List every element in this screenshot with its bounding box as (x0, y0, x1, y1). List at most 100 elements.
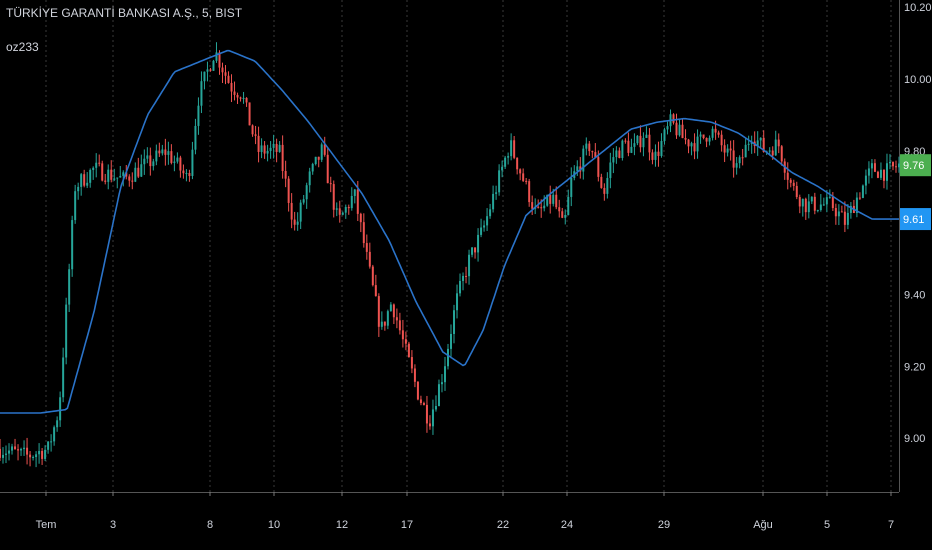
candle-body (221, 67, 224, 73)
candle-body (290, 202, 293, 220)
candle-body (131, 180, 134, 182)
candle-body (528, 181, 531, 203)
candle-body (594, 152, 597, 158)
candle-body (798, 197, 801, 207)
candle-body (53, 427, 56, 442)
candle-body (317, 156, 320, 160)
candle-body (368, 251, 371, 267)
candle-body (450, 333, 453, 349)
candle-body (191, 149, 194, 176)
candle-body (386, 311, 389, 326)
candle-body (453, 310, 456, 334)
candle-body (23, 447, 26, 450)
candle-body (380, 321, 383, 327)
candle-body (633, 143, 636, 147)
candle-body (443, 366, 446, 383)
candle-body (296, 221, 299, 225)
candle-body (401, 330, 404, 340)
candle-body (840, 211, 843, 213)
candle-body (795, 185, 798, 198)
candle-body (200, 81, 203, 106)
candle-body (741, 157, 744, 159)
candle-body (143, 158, 146, 165)
candle-body (302, 199, 305, 203)
candle-body (645, 134, 648, 138)
candle-body (687, 139, 690, 147)
candle-body (846, 212, 849, 225)
candle-body (627, 140, 630, 153)
candle-body (116, 177, 119, 179)
candle-body (416, 381, 419, 400)
candle-body (446, 348, 449, 367)
candle-body (531, 202, 534, 209)
candle-body (110, 169, 113, 180)
candle-body (801, 198, 804, 207)
candle-body (690, 143, 693, 147)
candle-body (128, 176, 131, 181)
candle-body (858, 197, 861, 199)
candle-body (603, 187, 606, 194)
candle-body (663, 129, 666, 141)
candle-body (122, 172, 125, 176)
candle-body (774, 139, 777, 156)
candle-body (873, 163, 876, 172)
candle-body (465, 275, 468, 277)
candle-body (338, 208, 341, 215)
candle-body (822, 204, 825, 206)
candle-body (284, 171, 287, 179)
candle-body (879, 169, 882, 178)
candle-body (780, 146, 783, 162)
x-tick-label: 29 (658, 519, 670, 531)
candle-body (185, 173, 188, 175)
candle-body (459, 280, 462, 294)
candle-body (807, 201, 810, 213)
candle-body (263, 145, 266, 154)
candle-body (720, 134, 723, 146)
candle-body (422, 403, 425, 405)
candle-body (828, 196, 831, 198)
candle-body (230, 82, 233, 92)
candle-body (65, 304, 68, 358)
candle-body (498, 170, 501, 193)
candle-body (71, 220, 74, 270)
candle-body (377, 296, 380, 327)
candle-body (516, 157, 519, 170)
candle-body (134, 167, 137, 182)
candle-body (519, 169, 522, 174)
candle-body (843, 211, 846, 225)
candle-body (0, 448, 1, 458)
candle-body (636, 135, 639, 144)
indicator-label[interactable]: oz233 (6, 40, 39, 54)
candle-body (705, 138, 708, 142)
candle-body (17, 449, 20, 451)
candle-body (747, 143, 750, 145)
candle-body (612, 157, 615, 163)
candle-body (708, 137, 711, 142)
candle-body (831, 196, 834, 209)
candle-body (374, 285, 377, 297)
candle-body (11, 446, 14, 451)
candle-body (311, 164, 314, 172)
candle-body (224, 72, 227, 76)
candle-body (254, 134, 257, 136)
candle-body (107, 169, 110, 182)
candle-body (576, 166, 579, 172)
candle-body (600, 176, 603, 188)
candle-body (212, 60, 215, 71)
candle-body (759, 137, 762, 141)
candle-body (29, 454, 32, 458)
x-tick-label: 3 (110, 519, 116, 531)
candle-body (792, 182, 795, 186)
candle-body (468, 254, 471, 277)
x-tick-label: 24 (561, 519, 573, 531)
candle-body (888, 162, 891, 164)
symbol-title[interactable]: TÜRKİYE GARANTİ BANKASI A.Ş., 5, BIST (6, 6, 243, 20)
candle-body (678, 124, 681, 136)
candle-body (173, 161, 176, 163)
candle-body (810, 196, 813, 202)
x-tick-label: 8 (207, 519, 213, 531)
y-tick-label: 10.20 (904, 2, 932, 14)
candle-body (152, 161, 155, 167)
y-tick-label: 10.00 (904, 74, 932, 86)
